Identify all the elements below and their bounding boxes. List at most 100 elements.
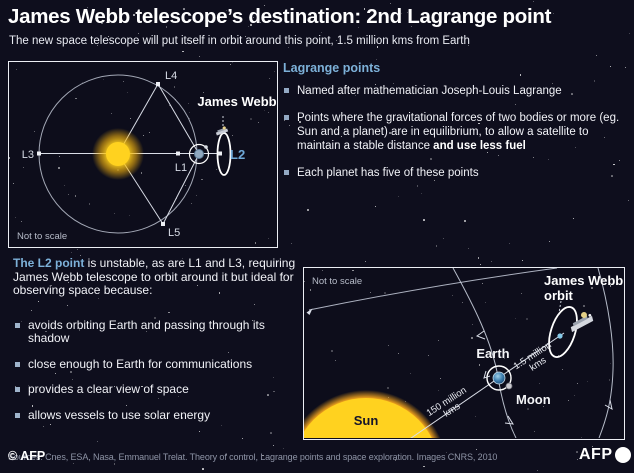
star-dot	[225, 454, 227, 456]
star-dot	[629, 33, 631, 35]
star-dot	[423, 465, 425, 468]
star-dot	[478, 122, 480, 125]
star-dot	[75, 97, 77, 100]
star-dot	[504, 358, 506, 360]
lagrange-points-diagram: L3 L4 L5 L1 L2 James Webb Not to scale	[17, 70, 276, 242]
bullet-square-icon	[15, 412, 20, 418]
star-dot	[321, 269, 323, 271]
star-dot	[202, 91, 204, 93]
star-dot	[137, 32, 139, 34]
star-dot	[519, 74, 522, 76]
star-dot	[520, 292, 522, 294]
star-dot	[116, 360, 118, 362]
star-dot	[168, 105, 170, 107]
page-title: James Webb telescope’s destination: 2nd …	[8, 5, 552, 28]
star-dot	[183, 8, 185, 10]
star-dot	[96, 45, 98, 47]
star-dot	[70, 370, 73, 373]
star-dot	[437, 339, 439, 341]
star-dot	[559, 121, 561, 123]
star-dot	[268, 77, 270, 79]
star-dot	[282, 279, 284, 282]
star-dot	[254, 303, 256, 305]
star-dot	[262, 454, 264, 457]
star-dot	[336, 141, 338, 143]
l2-intro-text: The L2 point is unstable, as are L1 and …	[13, 256, 296, 297]
star-dot	[485, 127, 487, 129]
star-dot	[45, 330, 47, 333]
star-dot	[533, 352, 535, 354]
label-l2: L2	[230, 147, 245, 162]
star-dot	[216, 169, 218, 171]
star-dot	[389, 131, 392, 134]
list-item: close enough to Earth for communications	[13, 357, 309, 372]
star-dot	[573, 394, 576, 397]
star-dot	[583, 304, 586, 307]
star-dot	[191, 202, 193, 204]
star-dot	[527, 408, 529, 410]
star-dot	[549, 241, 551, 243]
star-dot	[197, 284, 199, 286]
star-dot	[267, 394, 269, 396]
star-dot	[479, 263, 482, 266]
star-dot	[608, 379, 611, 381]
star-dot	[398, 171, 400, 174]
star-dot	[107, 35, 109, 37]
star-dot	[410, 26, 412, 28]
star-dot	[330, 349, 333, 352]
star-dot	[352, 269, 354, 272]
star-dot	[586, 380, 588, 382]
star-dot	[304, 281, 306, 283]
star-dot	[20, 320, 22, 322]
star-dot	[539, 382, 541, 384]
star-dot	[334, 359, 336, 361]
star-dot	[252, 319, 254, 321]
lagrange-info-section: Lagrange points Named after mathematicia…	[283, 61, 631, 193]
star-dot	[182, 258, 184, 260]
bullet-square-icon	[15, 322, 20, 328]
star-dot	[188, 111, 190, 113]
star-dot	[186, 39, 189, 42]
star-dot	[195, 195, 197, 197]
star-dot	[468, 247, 470, 249]
star-dot	[173, 86, 176, 88]
label-jw-orbit-1: James Webb	[544, 273, 623, 288]
star-dot	[185, 184, 187, 186]
star-dot	[114, 386, 116, 388]
bullet-square-icon	[284, 115, 289, 120]
star-dot	[299, 121, 301, 123]
star-dot	[146, 330, 148, 332]
star-dot	[87, 6, 89, 8]
star-dot	[515, 317, 517, 319]
star-dot	[199, 430, 201, 432]
star-dot	[200, 416, 202, 418]
star-dot	[102, 79, 104, 81]
star-dot	[463, 219, 466, 222]
bullet-square-icon	[15, 361, 20, 367]
star-dot	[476, 448, 478, 450]
star-dot	[129, 117, 131, 119]
star-dot	[595, 54, 597, 56]
star-dot	[8, 157, 11, 159]
star-dot	[369, 291, 371, 293]
list-item: Points where the gravitational forces of…	[283, 111, 631, 153]
star-dot	[485, 302, 487, 304]
star-dot	[123, 81, 125, 83]
star-dot	[68, 282, 70, 284]
star-dot	[31, 405, 34, 407]
star-dot	[15, 217, 17, 219]
l2-point	[557, 333, 563, 339]
star-dot	[416, 185, 419, 187]
label-l1: L1	[175, 162, 187, 174]
star-dot	[284, 120, 286, 122]
star-dot	[552, 12, 554, 14]
star-dot	[232, 134, 234, 136]
star-dot	[188, 117, 190, 119]
label-moon: Moon	[516, 392, 551, 407]
star-dot	[143, 135, 145, 137]
star-dot	[260, 21, 262, 23]
star-dot	[604, 136, 606, 138]
star-dot	[252, 17, 254, 19]
star-dot	[199, 55, 201, 57]
star-dot	[113, 463, 116, 465]
